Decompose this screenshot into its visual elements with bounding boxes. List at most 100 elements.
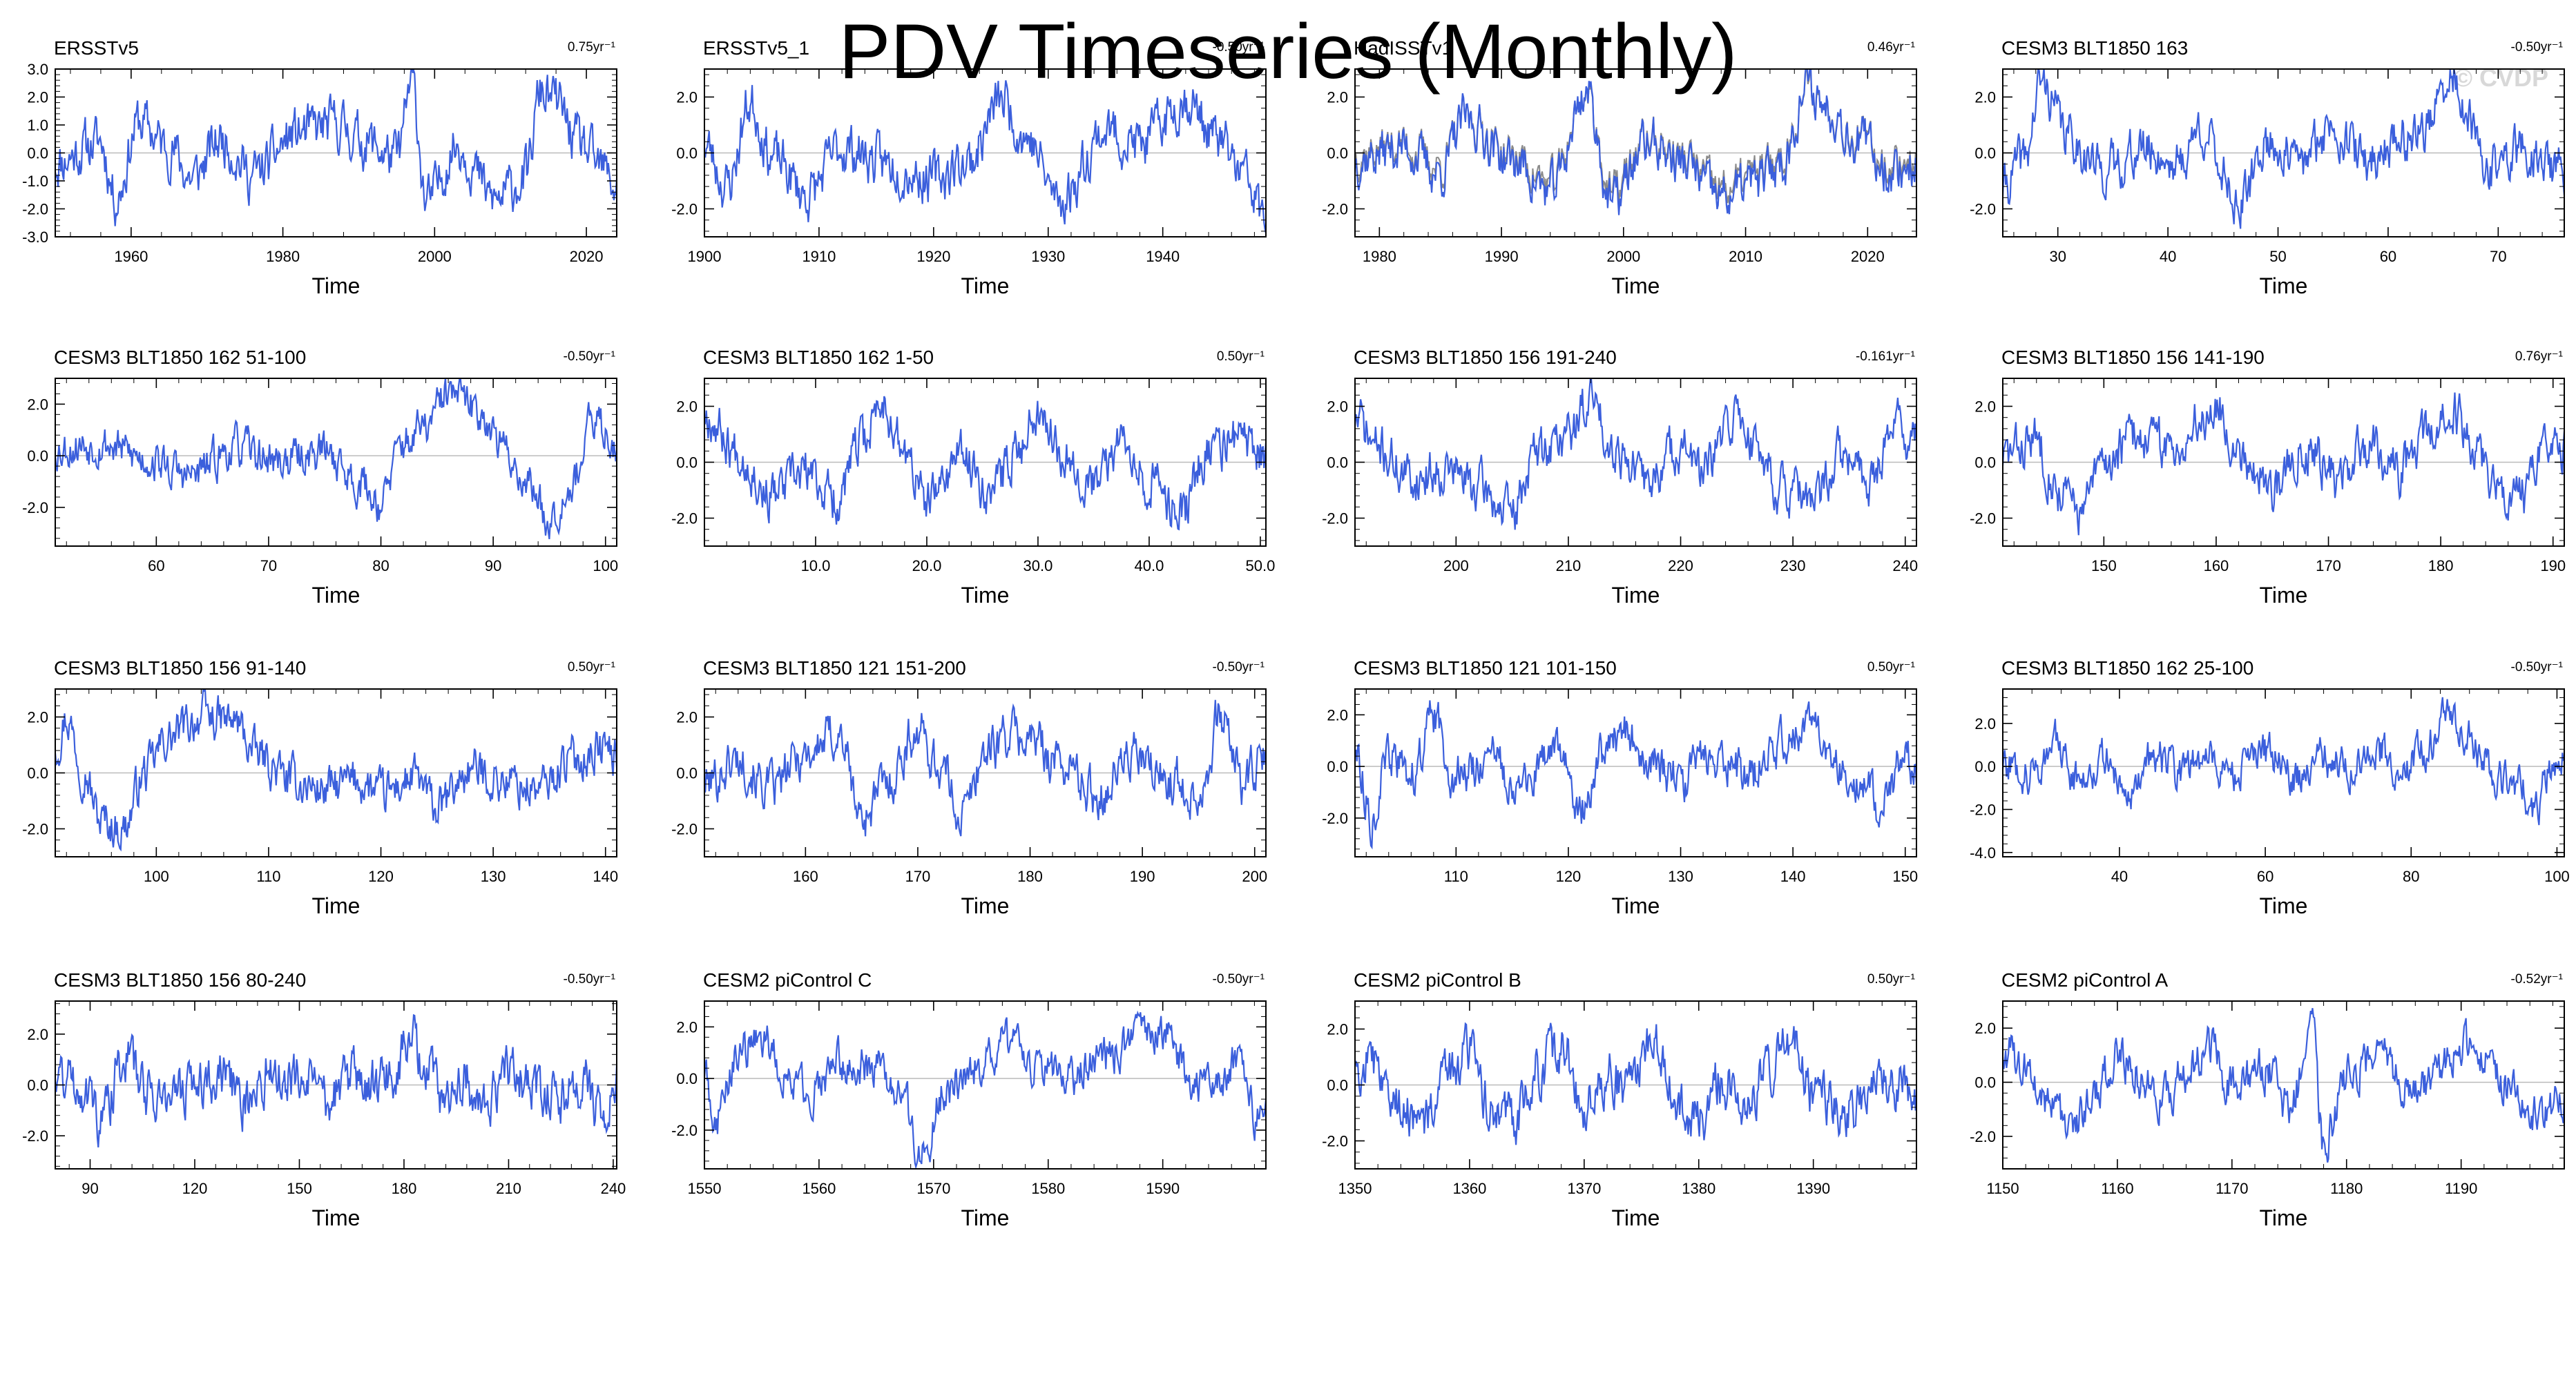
- panel-title: CESM2 piControl C: [703, 969, 872, 991]
- x-axis-label: Time: [312, 1205, 361, 1230]
- series-line: [1355, 700, 1916, 850]
- y-tick-label: 0.0: [27, 145, 48, 162]
- panel-16: CESM2 piControl A -0.52yr⁻¹ -2.0 0.0 2.0 1150…: [1970, 969, 2565, 1230]
- x-tick-label: 70: [260, 557, 277, 574]
- series-line: [704, 396, 1266, 531]
- series-line: [2003, 69, 2564, 229]
- panel-title: ERSSTv5: [54, 37, 139, 59]
- panel-5: CESM3 BLT1850 162 51-100 -0.50yr⁻¹ -2.0 0.0…: [22, 347, 618, 608]
- y-tick-label: -2.0: [22, 499, 48, 516]
- y-tick-label: -2.0: [1322, 201, 1348, 218]
- panel-title: CESM3 BLT1850 156 91-140: [54, 657, 306, 679]
- y-tick-label: 2.0: [1974, 398, 1996, 416]
- x-tick-label: 170: [2316, 557, 2341, 574]
- x-tick-label: 2000: [1606, 248, 1640, 265]
- y-tick-label: 0.0: [27, 1077, 48, 1094]
- panel-14: CESM2 piControl C -0.50yr⁻¹ -2.0 0.0 2.0 1550…: [671, 969, 1267, 1230]
- x-tick-label: 20.0: [912, 557, 942, 574]
- panel-title: CESM2 piControl A: [2001, 969, 2169, 991]
- x-tick-label: 120: [1556, 868, 1582, 885]
- x-tick-label: 90: [81, 1180, 98, 1197]
- x-tick-label: 1560: [802, 1180, 836, 1197]
- panel-1: ERSSTv5 0.75yr⁻¹ -3.0 -2.0 -1.0 0.0 1.0 2.0 3.0 1…: [22, 37, 617, 298]
- y-tick-label: -2.0: [1970, 801, 1996, 818]
- x-axis-label: Time: [961, 273, 1010, 298]
- x-tick-label: 1170: [2215, 1180, 2248, 1197]
- y-tick-label: 0.0: [1974, 145, 1996, 162]
- panel-trend: 0.76yr⁻¹: [2515, 349, 2563, 364]
- panel-title: CESM3 BLT1850 121 151-200: [703, 657, 966, 679]
- y-tick-label: 0.0: [1327, 1077, 1348, 1094]
- y-tick-label: 0.0: [1327, 758, 1348, 775]
- panel-trend: -0.50yr⁻¹: [1213, 660, 1265, 675]
- cvdp-watermark: © CVDP: [2454, 64, 2548, 92]
- x-axis-label: Time: [961, 1205, 1010, 1230]
- panel-trend: -0.50yr⁻¹: [1213, 972, 1265, 987]
- series-line: [2003, 1008, 2564, 1163]
- x-tick-label: 60: [148, 557, 164, 574]
- x-tick-label: 1910: [802, 248, 836, 265]
- y-tick-label: 2.0: [676, 398, 698, 416]
- panel-title: CESM3 BLT1850 121 101-150: [1354, 657, 1617, 679]
- y-tick-label: 2.0: [1327, 89, 1348, 106]
- x-tick-label: 1940: [1146, 248, 1180, 265]
- y-tick-label: -2.0: [22, 201, 48, 218]
- x-tick-label: 1390: [1796, 1180, 1830, 1197]
- x-tick-label: 1590: [1146, 1180, 1180, 1197]
- x-tick-label: 100: [144, 868, 169, 885]
- y-tick-label: 0.0: [27, 765, 48, 782]
- y-tick-label: 2.0: [27, 396, 48, 413]
- x-tick-label: 200: [1242, 868, 1267, 885]
- panel-trend: -0.50yr⁻¹: [1213, 40, 1265, 55]
- panel-trend: -0.52yr⁻¹: [2511, 972, 2564, 987]
- y-tick-label: 2.0: [27, 709, 48, 726]
- x-tick-label: 1990: [1485, 248, 1519, 265]
- panel-9: CESM3 BLT1850 156 91-140 0.50yr⁻¹ -2.0 0.0 2…: [22, 657, 618, 918]
- y-tick-label: 0.0: [1974, 454, 1996, 472]
- x-tick-label: 1580: [1031, 1180, 1065, 1197]
- x-tick-label: 60: [2257, 868, 2274, 885]
- y-tick-label: 2.0: [1327, 706, 1348, 724]
- y-tick-label: 2.0: [1327, 1021, 1348, 1038]
- x-tick-label: 1980: [1363, 248, 1396, 265]
- x-tick-label: 150: [287, 1180, 312, 1197]
- x-tick-label: 140: [1780, 868, 1806, 885]
- x-axis-label: Time: [961, 893, 1010, 918]
- y-tick-label: 0.0: [676, 1070, 698, 1087]
- panel-3: HadISSTv1 0.46yr⁻¹ -2.0 0.0 2.0 1980 1990 2000 2…: [1322, 37, 1917, 298]
- y-tick-label: 0.0: [1974, 1074, 1996, 1092]
- series-line: [55, 1013, 617, 1148]
- x-axis-label: Time: [1612, 893, 1660, 918]
- x-tick-label: 2010: [1729, 248, 1762, 265]
- y-tick-label: 2.0: [676, 709, 698, 726]
- x-tick-label: 100: [2544, 868, 2570, 885]
- panel-4: CESM3 BLT1850 163 -0.50yr⁻¹ -2.0 0.0 2.0 30 40…: [1970, 37, 2565, 298]
- y-tick-label: 0.0: [676, 765, 698, 782]
- x-tick-label: 180: [1017, 868, 1043, 885]
- panel-trend: -0.50yr⁻¹: [564, 349, 616, 364]
- x-tick-label: 2020: [570, 248, 604, 265]
- plot-frame: [2002, 1000, 2565, 1170]
- x-tick-label: 1900: [688, 248, 722, 265]
- panel-title: CESM3 BLT1850 156 80-240: [54, 969, 306, 991]
- series-line: [55, 69, 617, 226]
- y-tick-label: -2.0: [1322, 510, 1348, 527]
- panel-trend: -0.50yr⁻¹: [2511, 660, 2564, 675]
- x-tick-label: 180: [2428, 557, 2454, 574]
- series-line: [1355, 1022, 1916, 1145]
- panel-trend: -0.50yr⁻¹: [564, 972, 616, 987]
- y-tick-label: 3.0: [27, 61, 48, 78]
- y-tick-label: 2.0: [27, 1026, 48, 1043]
- y-tick-label: -2.0: [671, 510, 698, 527]
- x-tick-label: 1960: [114, 248, 148, 265]
- x-tick-label: 1980: [266, 248, 300, 265]
- y-tick-label: -4.0: [1970, 844, 1996, 862]
- x-tick-label: 110: [256, 868, 280, 885]
- y-tick-label: 0.0: [27, 447, 48, 465]
- x-tick-label: 10.0: [801, 557, 831, 574]
- panel-title: ERSSTv5_1: [703, 37, 809, 59]
- x-tick-label: 1350: [1338, 1180, 1372, 1197]
- x-tick-label: 60: [2380, 248, 2396, 265]
- y-tick-label: -2.0: [22, 1127, 48, 1145]
